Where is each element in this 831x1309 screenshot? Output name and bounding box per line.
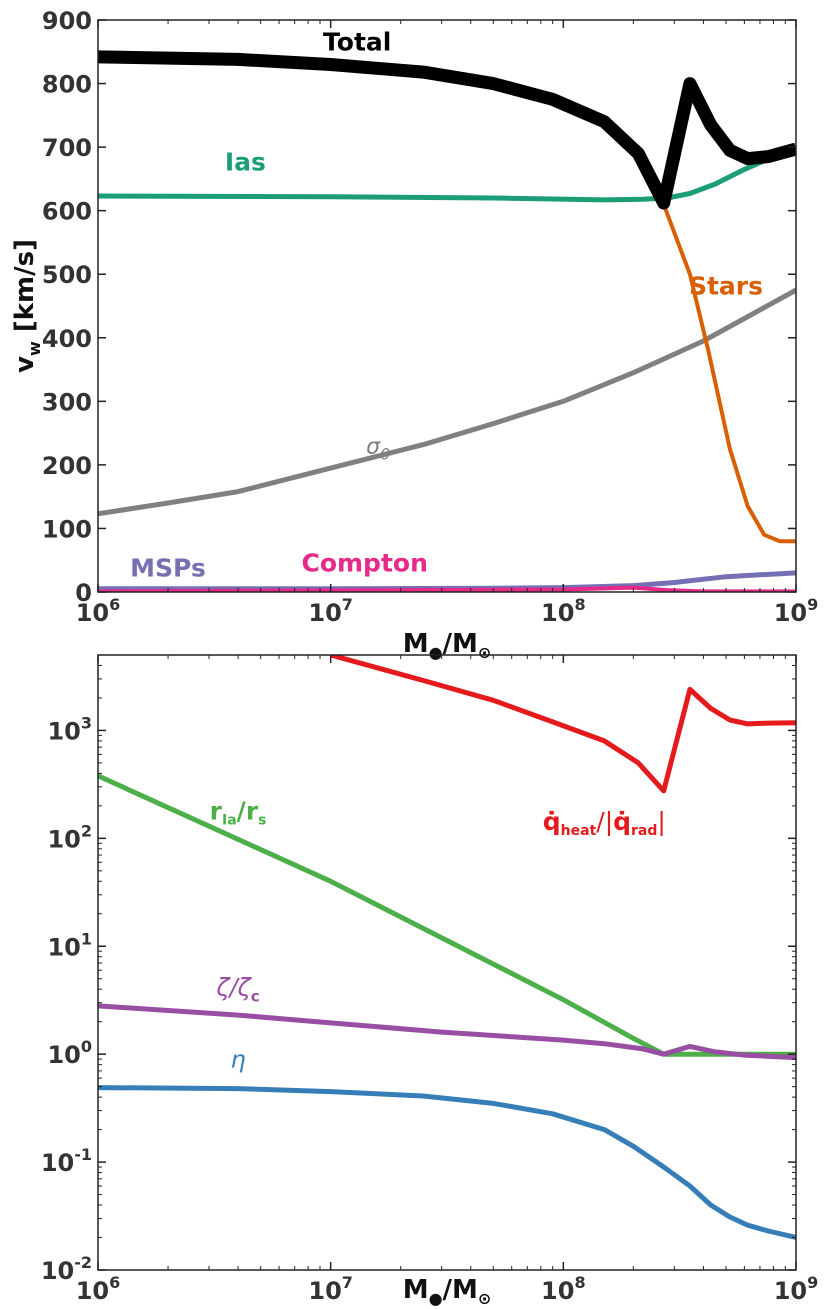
label-ias: Ias <box>225 148 266 177</box>
x-tick-label: 107 <box>308 595 353 627</box>
label-total: Total <box>323 28 391 57</box>
label-compton: Compton <box>301 549 427 578</box>
x-tick-label: 107 <box>308 1273 353 1305</box>
top-plot-frame <box>97 19 797 593</box>
y-tick-label: 102 <box>47 821 92 853</box>
bottom-ticks: 106 107 108 109 10-2 10-1 100 101 102 103 <box>41 654 819 1305</box>
y-tick-label: 100 <box>42 515 92 543</box>
top-plot-lines <box>98 50 796 592</box>
series-line-eta <box>98 1085 796 1240</box>
x-tick-label: 108 <box>541 595 586 627</box>
label-q-ratio: q̇heat/|q̇rad| <box>543 807 666 839</box>
y-tick-label: 100 <box>47 1037 92 1069</box>
x-tick-label: 106 <box>76 595 121 627</box>
y-tick-label: 103 <box>47 713 92 745</box>
y-tick-label: 10-2 <box>41 1253 92 1285</box>
series-line-zeta <box>98 1003 796 1061</box>
top-ticks: 106 107 108 109 0 100 200 300 400 500 600 700 800 900 <box>42 7 818 627</box>
label-r-ratio: rIa/rs <box>210 796 267 828</box>
y-tick-label: 200 <box>42 452 92 480</box>
bottom-x-axis-label: M●/M⊙ <box>403 1275 492 1308</box>
y-tick-label: 700 <box>42 134 92 162</box>
label-sigma0-main: σ <box>366 434 381 459</box>
x-tick-label: 108 <box>541 1273 586 1305</box>
y-tick-label: 400 <box>42 325 92 353</box>
series-line-q_ratio <box>330 655 796 794</box>
y-tick-label: 800 <box>42 71 92 99</box>
bottom-plot-frame <box>97 654 797 1271</box>
y-tick-label: 500 <box>42 261 92 289</box>
label-eta: η <box>230 1046 245 1074</box>
series-line-stars <box>661 203 796 544</box>
y-tick-label: 0 <box>75 579 92 607</box>
y-tick-label: 900 <box>42 7 92 35</box>
series-line-sigma0 <box>98 287 796 517</box>
y-tick-label: 10-1 <box>41 1145 92 1177</box>
x-tick-label: 109 <box>774 1273 819 1305</box>
label-sigma0-sub: 0 <box>380 444 390 463</box>
series-line-ias <box>98 147 796 203</box>
label-stars: Stars <box>689 272 763 301</box>
label-zeta: ζ/ζc <box>216 974 260 1006</box>
x-tick-label: 109 <box>774 595 819 627</box>
top-panel: 106 107 108 109 0 100 200 300 400 500 600 700 800 900… <box>10 7 818 662</box>
top-y-axis-label: vw [km/s] <box>10 239 44 373</box>
y-tick-label: 101 <box>47 929 92 961</box>
label-msps: MSPs <box>130 554 206 583</box>
bottom-plot-lines <box>98 655 796 1240</box>
label-sigma0: σ0 <box>366 434 390 463</box>
top-x-axis-label: M●/M⊙ <box>403 629 492 662</box>
y-tick-label: 600 <box>42 198 92 226</box>
x-tick-label: 106 <box>76 1273 121 1305</box>
y-tick-label: 300 <box>42 388 92 416</box>
series-line-total <box>98 50 796 210</box>
